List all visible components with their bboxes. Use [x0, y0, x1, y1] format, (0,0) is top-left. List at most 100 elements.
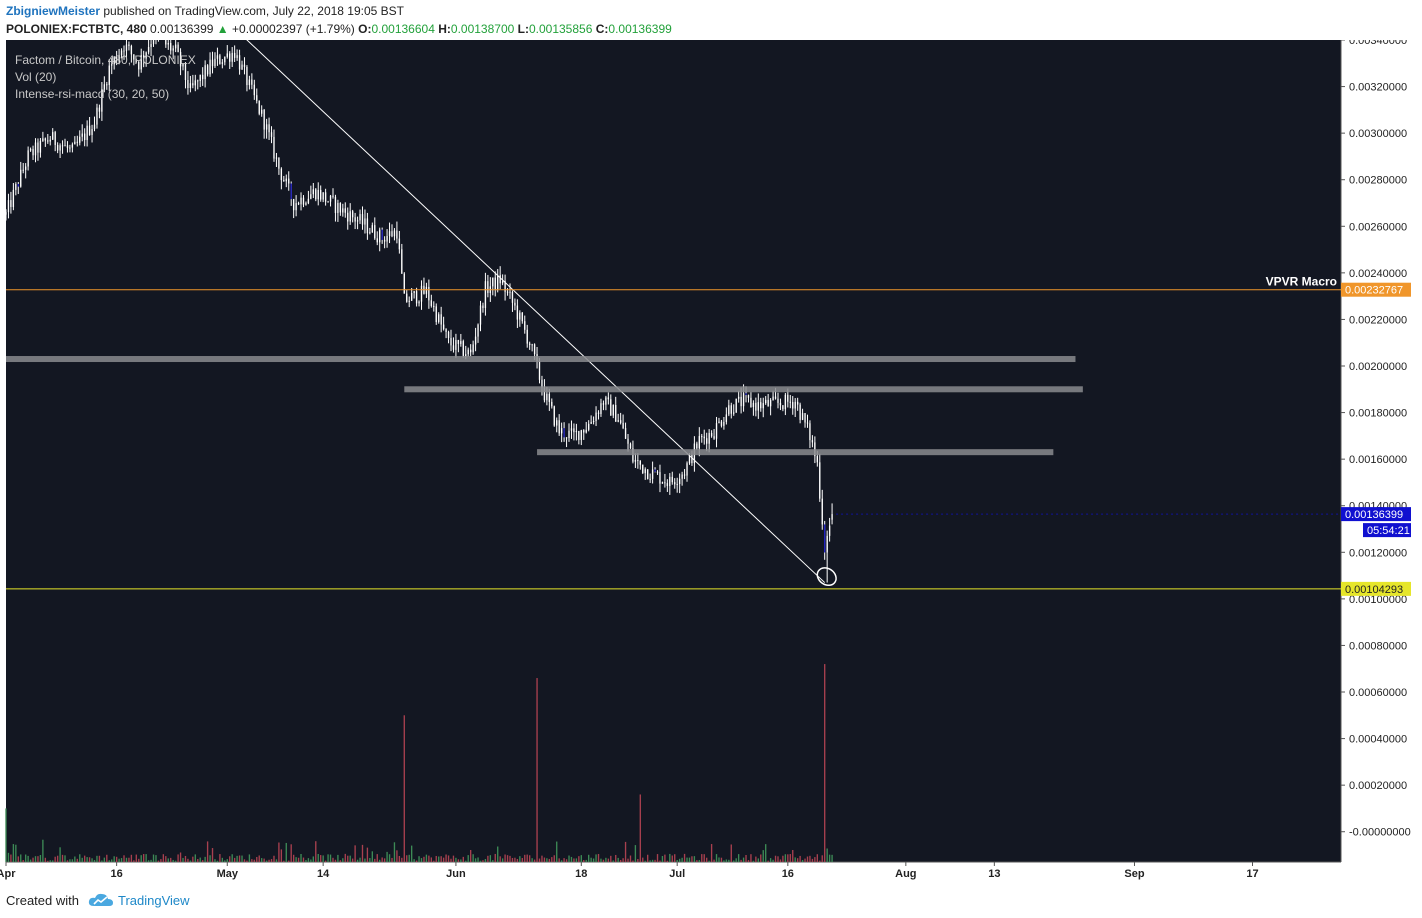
candle-body [288, 178, 290, 184]
tradingview-brand-link[interactable]: TradingView [118, 893, 190, 908]
volume-bar [369, 858, 371, 862]
candle-body [578, 430, 580, 440]
candle-body [44, 138, 47, 141]
resistance-zone [6, 356, 1076, 363]
candle-body [356, 220, 359, 222]
volume-bar [278, 842, 280, 862]
volume-bar [263, 858, 265, 862]
volume-bar [737, 854, 740, 862]
volume-bar [297, 857, 300, 862]
volume-bar [715, 854, 718, 862]
volume-bar [804, 858, 806, 862]
candle-body [499, 275, 501, 284]
volume-bar [258, 855, 260, 862]
volume-bar [669, 853, 671, 862]
candle-body [447, 331, 450, 339]
volume-bar [86, 857, 88, 862]
candle-body [393, 230, 396, 237]
candle-body [696, 443, 698, 449]
volume-bar [170, 857, 172, 862]
candle-body [654, 469, 656, 472]
candle-body [273, 136, 275, 159]
volume-bar [681, 857, 683, 862]
candle-body [831, 514, 833, 520]
volume-bar [140, 855, 142, 862]
volume-bar [238, 855, 241, 862]
candle-body [671, 476, 673, 483]
candle-body [233, 52, 236, 58]
volume-bar [256, 856, 258, 862]
candle-body [246, 66, 248, 86]
candle-body [24, 166, 27, 170]
candle-body [86, 125, 88, 141]
candle-body [610, 399, 612, 416]
candle-body [828, 525, 831, 536]
y-tick-label: 0.00100000 [1349, 594, 1407, 606]
candle-body [720, 421, 723, 426]
candle-body [664, 482, 666, 484]
volume-bar [720, 857, 723, 862]
volume-bar [339, 860, 342, 862]
volume-bar [374, 858, 376, 862]
volume-bar [647, 854, 649, 862]
candle-body [381, 229, 383, 240]
volume-bar [824, 664, 826, 862]
volume-bar [433, 860, 435, 862]
candle-body [49, 139, 51, 142]
candle-body [47, 140, 49, 142]
volume-bar [39, 855, 42, 862]
volume-bar [460, 859, 462, 862]
volume-bar [511, 857, 514, 862]
candle-body [29, 149, 32, 151]
volume-bar [597, 853, 600, 862]
volume-bar [457, 859, 460, 862]
open-value: 0.00136604 [371, 22, 435, 36]
volume-bar [243, 859, 246, 862]
volume-bar [310, 859, 312, 862]
volume-bar [27, 855, 29, 862]
candle-body [283, 180, 285, 182]
candle-body [275, 157, 278, 159]
price-chart[interactable]: 0.00340000 0.00320000 0.00300000 0.00280000… [0, 40, 1422, 884]
candle-body [735, 398, 737, 413]
volume-bar [477, 857, 479, 862]
volume-bar [248, 854, 251, 862]
volume-bar [686, 857, 688, 862]
candle-body [39, 140, 42, 153]
volume-bar [5, 808, 7, 862]
candle-body [622, 422, 624, 429]
x-tick-label: 16 [782, 868, 794, 880]
created-with-label: Created with [6, 893, 79, 908]
candle-body [509, 291, 511, 293]
volume-bar [214, 859, 216, 862]
candle-body [179, 51, 182, 67]
author-link[interactable]: ZbigniewMeister [6, 4, 101, 18]
volume-bar [789, 854, 791, 862]
y-tick-label: -0.00000000 [1349, 827, 1411, 839]
candle-body [588, 423, 590, 430]
candle-body [605, 397, 607, 405]
candle-body [182, 63, 184, 67]
candle-body [261, 109, 263, 114]
candle-body [521, 312, 523, 322]
volume-bar [543, 857, 546, 862]
volume-bar [10, 854, 12, 862]
candle-body [556, 420, 558, 426]
volume-bar [769, 858, 772, 862]
candle-body [782, 405, 784, 410]
candle-body [592, 420, 595, 423]
candle-body [583, 430, 585, 433]
candle-body [305, 203, 307, 205]
symbol-label: POLONIEX:FCTBTC, 480 [6, 22, 147, 36]
volume-bar [708, 860, 710, 862]
last-price-tag [1341, 507, 1411, 522]
volume-bar [199, 857, 201, 862]
volume-bar [206, 841, 209, 862]
volume-bar [24, 854, 27, 862]
candle-body [391, 231, 393, 237]
volume-bar [96, 855, 98, 862]
volume-bar [231, 854, 233, 862]
volume-bar [575, 858, 578, 862]
x-tick-label: Jul [669, 868, 685, 880]
candle-body [113, 57, 115, 65]
